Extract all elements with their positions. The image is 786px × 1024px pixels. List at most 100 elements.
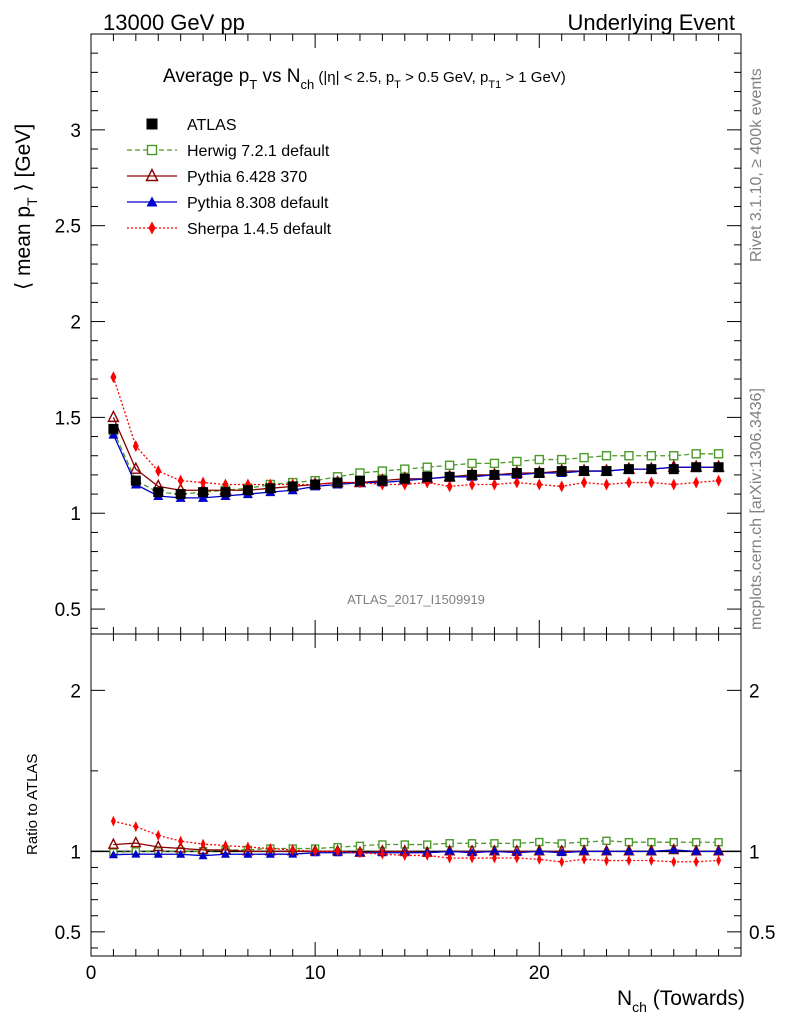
legend-entry: Pythia 8.308 default bbox=[127, 195, 329, 212]
ratio-data-point bbox=[402, 849, 408, 861]
legend-entry: Pythia 6.428 370 bbox=[127, 167, 307, 186]
ratio-data-point bbox=[557, 848, 567, 857]
title-cut2-sub: T1 bbox=[488, 79, 501, 91]
legend-marker bbox=[146, 196, 158, 207]
title-cut1: (|η| < 2.5, p bbox=[314, 69, 394, 86]
data-point bbox=[648, 476, 655, 489]
data-point bbox=[646, 464, 657, 475]
y-tick-label: 2.5 bbox=[55, 217, 81, 238]
xlabel-sub: ch bbox=[632, 999, 647, 1015]
ratio-data-point bbox=[335, 845, 341, 857]
data-point bbox=[467, 469, 478, 480]
ylabel-post: ⟩ [GeV] bbox=[12, 124, 35, 198]
data-point bbox=[603, 478, 610, 491]
ratio-y-tick-label-right: 0.5 bbox=[749, 923, 775, 944]
data-point bbox=[153, 487, 164, 498]
data-point bbox=[623, 464, 634, 475]
data-point bbox=[536, 478, 543, 491]
data-point bbox=[601, 451, 612, 461]
ratio-data-point bbox=[107, 837, 120, 849]
data-point bbox=[489, 469, 500, 480]
ratio-data-point bbox=[559, 856, 565, 868]
data-point bbox=[713, 449, 724, 459]
data-point bbox=[691, 449, 701, 459]
data-point bbox=[287, 481, 298, 492]
data-point bbox=[200, 476, 207, 489]
ratio-data-point bbox=[290, 844, 296, 856]
data-point bbox=[422, 462, 432, 472]
x-tick-label: 0 bbox=[86, 963, 97, 984]
title-main: Average p bbox=[163, 66, 249, 87]
x-axis-label: Nch (Towards) bbox=[617, 987, 745, 1015]
series-sherpa-1-4-5-default bbox=[110, 371, 722, 493]
ratio-data-point bbox=[536, 853, 542, 865]
y-tick-label: 1.5 bbox=[55, 408, 81, 429]
ratio-data-point bbox=[716, 854, 722, 866]
data-point bbox=[556, 454, 567, 465]
data-point bbox=[601, 466, 612, 477]
data-point bbox=[467, 458, 477, 469]
legend-entry: Herwig 7.2.1 default bbox=[127, 143, 330, 160]
y-tick-label: 2 bbox=[70, 313, 81, 334]
data-point bbox=[625, 476, 632, 489]
data-point bbox=[691, 462, 702, 473]
ratio-data-point bbox=[714, 846, 724, 855]
data-point bbox=[110, 371, 117, 384]
ratio-data-point bbox=[646, 846, 656, 855]
header-left: 13000 GeV pp bbox=[103, 10, 245, 35]
ratio-data-point bbox=[467, 848, 477, 857]
legend-label: Sherpa 1.4.5 default bbox=[187, 221, 332, 238]
ratio-data-point bbox=[514, 852, 520, 864]
ratio-data-point bbox=[626, 855, 632, 867]
data-point bbox=[265, 483, 276, 494]
ratio-data-point bbox=[379, 848, 385, 860]
ratio-data-point bbox=[178, 835, 184, 847]
data-point bbox=[422, 471, 433, 482]
xlabel-post: (Towards) bbox=[647, 987, 745, 1010]
data-point bbox=[668, 464, 679, 475]
data-point bbox=[242, 485, 253, 496]
data-point bbox=[444, 471, 455, 482]
data-point bbox=[130, 475, 141, 486]
ratio-data-point bbox=[243, 849, 253, 858]
xlabel-pre: N bbox=[617, 987, 632, 1010]
data-point bbox=[581, 476, 588, 489]
title-main-sub: T bbox=[249, 77, 257, 92]
title-cut1-sub: T bbox=[394, 79, 401, 91]
ratio-data-point bbox=[357, 847, 363, 859]
title-mid-sub: ch bbox=[301, 77, 315, 92]
legend-label: Pythia 8.308 default bbox=[187, 195, 329, 212]
ratio-series-sherpa-1-4-5-default bbox=[110, 815, 722, 868]
ratio-series-line bbox=[113, 820, 719, 863]
data-point bbox=[332, 477, 343, 488]
data-point bbox=[558, 480, 565, 493]
y-tick-label: 0.5 bbox=[55, 600, 81, 621]
data-point bbox=[108, 429, 119, 439]
data-point bbox=[513, 476, 520, 489]
data-point bbox=[534, 467, 545, 478]
ratio-data-point bbox=[108, 850, 118, 859]
mcplots-label: mcplots.cern.ch [arXiv:1306.3436] bbox=[748, 388, 765, 630]
ratio-data-point bbox=[602, 846, 612, 855]
ratio-data-point bbox=[155, 829, 161, 841]
ratio-plot-frame bbox=[90, 633, 742, 957]
legend-marker bbox=[146, 118, 158, 130]
ratio-data-point bbox=[176, 849, 186, 858]
legend-label: Herwig 7.2.1 default bbox=[187, 143, 330, 160]
x-tick-label: 10 bbox=[305, 963, 326, 984]
data-point bbox=[377, 475, 388, 486]
ratio-data-point bbox=[110, 815, 116, 827]
ratio-y-tick-label: 1 bbox=[70, 842, 81, 863]
data-point bbox=[491, 478, 498, 491]
legend-marker bbox=[146, 144, 158, 156]
data-point bbox=[310, 479, 321, 490]
data-point bbox=[129, 461, 142, 474]
data-point bbox=[444, 460, 455, 471]
data-point bbox=[220, 487, 231, 498]
data-point bbox=[713, 462, 724, 473]
data-point bbox=[556, 466, 567, 477]
ratio-data-point bbox=[671, 856, 677, 868]
series-line bbox=[112, 430, 719, 495]
ratio-data-point bbox=[624, 846, 634, 855]
